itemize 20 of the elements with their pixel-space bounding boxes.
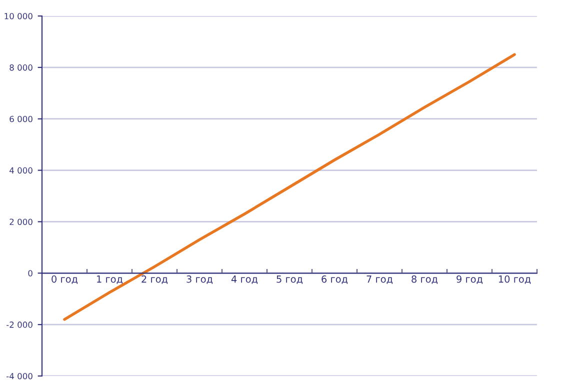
- y-tick-label: 2 000: [10, 218, 32, 225]
- x-tick-label: 10 год: [498, 275, 531, 284]
- x-tick-label: 0 год: [52, 275, 78, 284]
- y-tick-label: -2 000: [6, 322, 32, 328]
- x-tick-label: 6 год: [322, 275, 348, 284]
- x-tick-label: 3 год: [186, 275, 213, 284]
- x-tick-label: 9 год: [456, 275, 483, 284]
- y-tick-label: 8 000: [10, 64, 32, 71]
- y-tick-label: 10 000: [4, 12, 32, 20]
- x-tick-label: 1 год: [97, 276, 123, 284]
- x-tick-label: 8 год: [412, 275, 438, 284]
- y-tick-label: 0: [28, 270, 32, 276]
- x-tick-label: 7 год: [366, 276, 393, 284]
- x-tick-label: 5 год: [276, 276, 303, 284]
- y-tick-label: -4 000: [6, 372, 32, 380]
- y-tick-label: 4 000: [10, 167, 32, 174]
- y-tick-label: 6 000: [10, 116, 32, 122]
- x-tick-label: 4 год: [231, 276, 258, 284]
- x-tick-label: 2 год: [142, 275, 168, 284]
- line-series: [63, 53, 516, 321]
